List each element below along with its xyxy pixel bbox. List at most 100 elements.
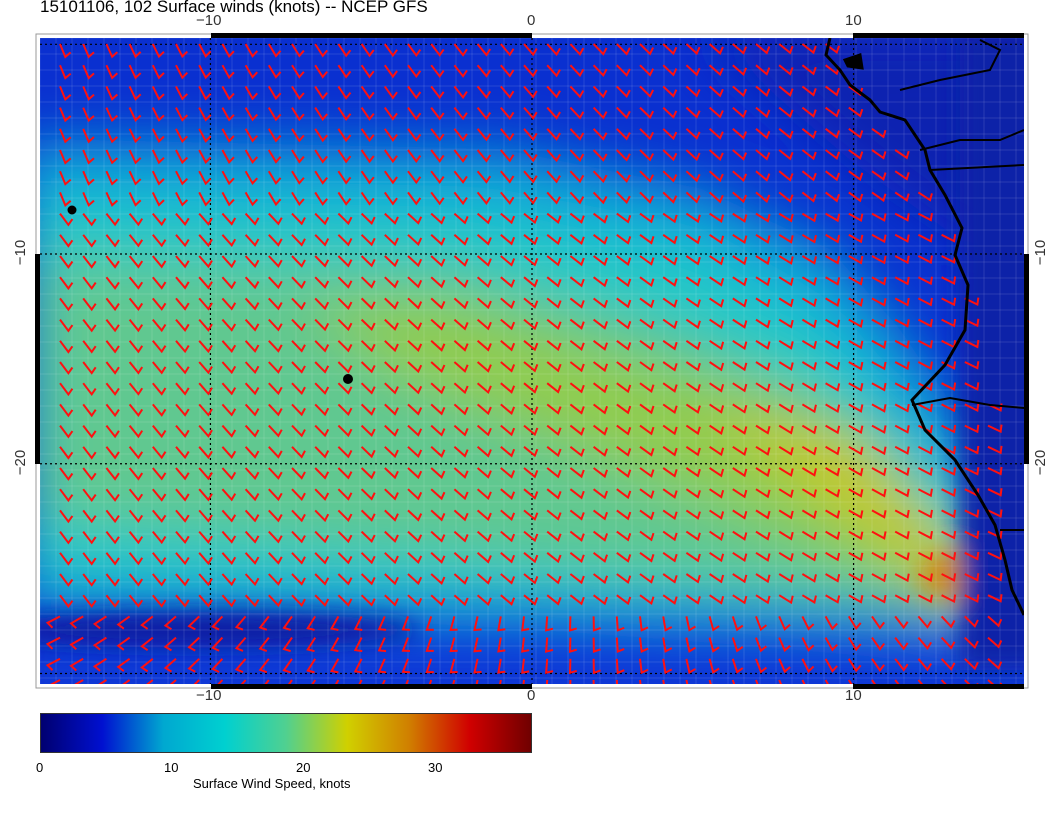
wind-barb xyxy=(221,509,237,523)
wind-barb xyxy=(146,679,154,684)
wind-barb xyxy=(291,212,306,226)
wind-barb xyxy=(755,382,771,393)
wind-barb xyxy=(221,361,237,375)
wind-barb xyxy=(523,106,538,120)
wind-barb xyxy=(337,509,353,522)
wind-barb xyxy=(592,276,608,288)
wind-barb xyxy=(314,573,330,586)
wind-barb xyxy=(755,573,771,584)
wind-barb xyxy=(778,445,794,456)
wind-barb xyxy=(987,594,1003,603)
wind-barb xyxy=(59,552,74,566)
wind-barb xyxy=(639,170,655,183)
wind-barb xyxy=(476,446,492,458)
wind-barb xyxy=(801,255,817,265)
wind-barb xyxy=(500,106,515,121)
wind-barb xyxy=(709,382,725,393)
wind-barb xyxy=(291,361,306,374)
wind-barb xyxy=(407,403,423,416)
wind-barb xyxy=(105,340,120,354)
wind-barb xyxy=(360,446,376,459)
wind-barb xyxy=(476,212,492,225)
wind-barb xyxy=(407,318,423,331)
wind-barb xyxy=(337,488,353,501)
wind-barb xyxy=(476,424,492,437)
wind-barb xyxy=(152,361,167,375)
wind-barb xyxy=(152,382,167,396)
wind-barb xyxy=(523,467,539,479)
wind-barb xyxy=(709,551,725,563)
wind-barb xyxy=(523,530,539,543)
wind-barb xyxy=(523,573,539,585)
wind-barb xyxy=(778,658,791,674)
wind-barb xyxy=(871,318,887,328)
wind-barb xyxy=(59,43,72,59)
bottom-lon-label: 0 xyxy=(527,687,536,704)
wind-barb xyxy=(708,64,724,77)
wind-barb xyxy=(523,552,539,564)
wind-barb xyxy=(314,509,330,523)
wind-barb xyxy=(82,318,97,333)
wind-barb xyxy=(616,149,631,162)
wind-barb xyxy=(151,43,165,59)
wind-barb xyxy=(848,170,864,182)
wind-barb xyxy=(732,382,748,393)
wind-barb xyxy=(801,149,817,161)
wind-barb xyxy=(801,467,817,477)
wind-barb xyxy=(685,509,701,520)
wind-barb xyxy=(59,234,74,248)
wind-barb xyxy=(546,43,561,57)
wind-barb xyxy=(639,212,655,224)
wind-barb xyxy=(778,128,794,140)
wind-barb xyxy=(360,382,376,395)
wind-barb xyxy=(523,318,539,331)
wind-barb xyxy=(175,149,189,165)
wind-barb xyxy=(848,339,864,350)
wind-barb xyxy=(894,551,910,561)
wind-barb xyxy=(940,658,956,671)
wind-barb xyxy=(221,552,237,565)
wind-barb xyxy=(569,106,585,120)
axis-bars xyxy=(35,33,1029,689)
wind-barb xyxy=(964,424,980,434)
wind-barb xyxy=(546,361,562,373)
wind-barb xyxy=(383,170,398,185)
wind-barb xyxy=(825,276,841,286)
wind-barb xyxy=(732,276,748,287)
wind-barb xyxy=(569,361,585,373)
wind-barb xyxy=(244,234,260,247)
wind-barb xyxy=(105,594,120,608)
wind-barb xyxy=(476,149,492,163)
wind-barb xyxy=(175,85,189,101)
wind-barb xyxy=(449,616,458,631)
wind-barb xyxy=(221,128,235,143)
wind-barb xyxy=(234,636,247,652)
wind-barb xyxy=(523,403,539,415)
wind-barb xyxy=(82,192,95,207)
wind-barb xyxy=(894,255,910,265)
wind-barb xyxy=(941,424,957,434)
wind-barb xyxy=(128,403,144,417)
colorbar-tick: 20 xyxy=(296,760,311,775)
wind-barb xyxy=(732,85,748,98)
wind-barb xyxy=(500,191,515,205)
wind-barb xyxy=(175,361,190,375)
wind-barb xyxy=(268,276,283,290)
wind-barb xyxy=(569,530,585,542)
wind-barb xyxy=(92,615,107,630)
wind-barb xyxy=(268,424,283,438)
wind-barb xyxy=(871,339,887,350)
wind-barb xyxy=(616,403,632,415)
wind-barb xyxy=(545,616,554,632)
wind-barb xyxy=(755,424,771,435)
wind-barb xyxy=(476,128,492,142)
wind-barb xyxy=(500,509,516,522)
wind-barb xyxy=(476,297,492,310)
wind-barb xyxy=(291,297,306,311)
wind-barb xyxy=(476,573,492,585)
wind-barb xyxy=(211,636,224,652)
wind-barb xyxy=(500,530,516,543)
wind-barb xyxy=(453,340,469,352)
wind-barb xyxy=(662,255,678,266)
wind-barb xyxy=(569,297,585,309)
